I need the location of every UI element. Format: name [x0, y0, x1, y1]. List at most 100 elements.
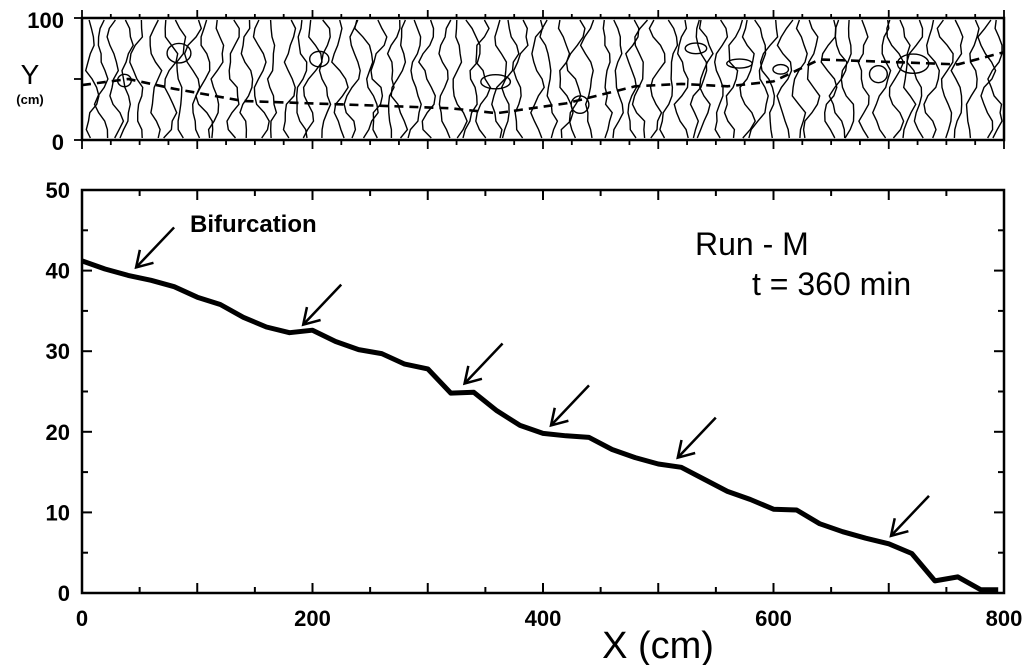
- contour-line: [557, 19, 574, 139]
- profile-y-tick-labels: 0 10 20 30 40 50: [46, 178, 70, 606]
- contour-line: [282, 19, 297, 139]
- contour-line: [407, 19, 422, 139]
- contour-line: [791, 19, 808, 139]
- contour-line: [950, 19, 964, 139]
- y-tick-label: 40: [46, 259, 70, 284]
- contour-line: [739, 19, 756, 139]
- profile-frame: [80, 188, 1006, 595]
- contour-line: [370, 19, 388, 139]
- contour-line: [266, 19, 278, 139]
- contour-line: [239, 19, 254, 139]
- contour-line: [331, 19, 349, 139]
- x-tick-label: 400: [525, 606, 562, 631]
- contour-line: [195, 19, 214, 139]
- contour-line: [106, 19, 125, 139]
- contour-line: [183, 19, 203, 139]
- contour-line: [226, 19, 240, 139]
- contour-line: [452, 19, 468, 139]
- contour-line: [871, 19, 892, 139]
- contour-line: [462, 19, 481, 139]
- contour-loop: [868, 65, 888, 84]
- contour-loop: [570, 95, 590, 115]
- contour-line: [602, 19, 613, 139]
- contour-lines: [84, 19, 1003, 139]
- arrow-shaft: [463, 342, 504, 385]
- contour-line: [923, 19, 941, 139]
- contour-y-unit: (cm): [16, 92, 43, 107]
- contour-line: [776, 19, 794, 139]
- contour-line: [965, 19, 980, 139]
- arrow-head: [134, 249, 154, 270]
- contour-line: [625, 19, 640, 139]
- contour-loop: [684, 42, 708, 55]
- contour-line: [565, 19, 586, 139]
- contour-line: [659, 19, 679, 139]
- thalweg-dashed: [81, 50, 1005, 115]
- contour-loop: [772, 63, 790, 75]
- contour-line: [689, 19, 708, 139]
- contour-y-label: Y: [21, 59, 40, 90]
- contour-line: [713, 19, 729, 139]
- x-tick-label: 200: [294, 606, 331, 631]
- time-label: t = 360 min: [752, 266, 911, 302]
- contour-line: [987, 19, 1003, 139]
- arrow-head: [676, 439, 696, 460]
- contour-line: [500, 19, 520, 139]
- contour-line: [343, 19, 361, 139]
- contour-line: [386, 19, 401, 138]
- contour-line: [475, 19, 492, 139]
- contour-line: [84, 19, 100, 139]
- arrow-shaft: [550, 384, 590, 427]
- contour-line: [899, 19, 917, 139]
- y-tick-label: 0: [58, 581, 70, 606]
- arrow-shaft: [890, 494, 930, 537]
- contour-line: [163, 19, 179, 139]
- run-label: Run - M: [695, 226, 809, 262]
- contour-ticks: [74, 10, 1005, 149]
- y-tick-label: 10: [46, 500, 70, 525]
- contour-panel: 100 0 Y (cm): [16, 8, 1006, 155]
- x-axis-title: X (cm): [602, 625, 714, 665]
- bifurcation-label: Bifurcation: [190, 211, 317, 238]
- profile-ticks: [81, 189, 1005, 594]
- contour-line: [648, 19, 666, 139]
- arrow-shaft: [135, 226, 176, 269]
- contour-line: [174, 19, 187, 139]
- contour-line: [119, 19, 134, 139]
- contour-loop: [726, 58, 753, 69]
- contour-line: [857, 19, 870, 139]
- contour-line: [579, 19, 595, 139]
- contour-line: [93, 19, 109, 139]
- contour-line: [886, 19, 905, 139]
- profile-x-tick-labels: 0 200 400 600 800: [76, 606, 1022, 631]
- contour-line: [820, 19, 838, 139]
- contour-line: [512, 19, 529, 139]
- contour-line: [295, 19, 308, 139]
- y-tick-label: 20: [46, 420, 70, 445]
- contour-line: [759, 19, 779, 139]
- y-tick-label: 30: [46, 339, 70, 364]
- contour-line: [318, 19, 332, 139]
- contour-line: [390, 19, 409, 139]
- arrow-shaft: [676, 416, 717, 459]
- profile-series-line: [81, 258, 999, 593]
- thalweg-line: [81, 50, 1005, 115]
- contour-line: [977, 19, 997, 139]
- contour-line: [936, 19, 954, 139]
- contour-line: [438, 19, 452, 139]
- profile-panel: 0 10 20 30 40 50 0 200 400 600 800 Bifurcation Ru…: [46, 178, 1023, 665]
- x-tick-label: 0: [76, 606, 88, 631]
- contour-line: [748, 19, 769, 139]
- contour-line: [673, 19, 689, 139]
- contour-line: [840, 19, 855, 139]
- bifurcation-arrows: [134, 226, 930, 538]
- contour-line: [149, 19, 163, 139]
- contour-line: [491, 19, 508, 139]
- contour-loop: [308, 50, 330, 68]
- contour-loop: [166, 42, 192, 64]
- contour-y-tick-top: 100: [27, 8, 64, 33]
- contour-line: [802, 19, 821, 139]
- contour-line: [906, 19, 924, 139]
- contour-line: [417, 19, 437, 139]
- contour-line: [302, 19, 323, 139]
